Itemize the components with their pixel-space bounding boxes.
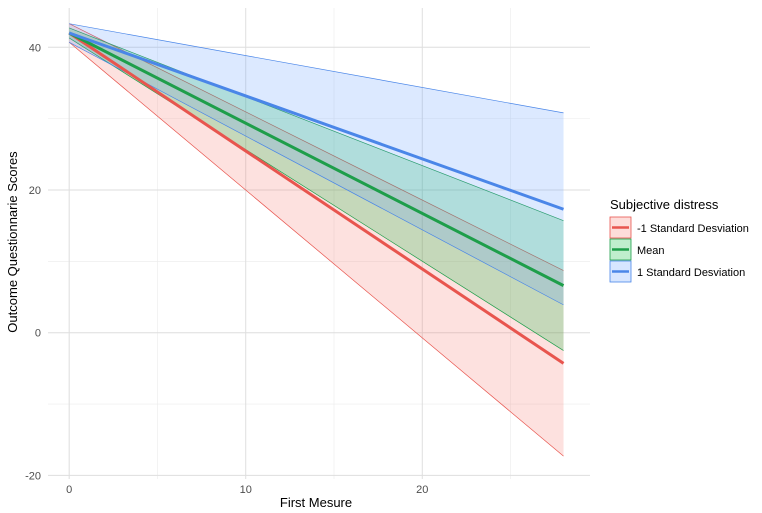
ribbon-lower-edge (68, 37, 564, 351)
series-line-mean (68, 31, 565, 287)
legend-label: Mean (637, 245, 665, 257)
tick-labels: 0 10 20 -20 0 20 40 (25, 42, 428, 496)
y-axis-title: Outcome Questionnarie Scores (5, 151, 20, 333)
legend-label: -1 Standard Desviation (637, 223, 749, 235)
series-line--1-standard-desviation (68, 31, 565, 365)
ribbon--1-standard-desviation (69, 23, 564, 457)
ribbon-upper-edge (69, 23, 564, 271)
legend-label: 1 Standard Desviation (637, 267, 745, 279)
y-tick-label: -20 (25, 470, 41, 482)
x-tick-label: 20 (416, 484, 428, 496)
plot-panel (48, 8, 590, 479)
series-line-1-standard-desviation (68, 31, 565, 211)
x-tick-label: 10 (240, 484, 252, 496)
y-tick-label: 0 (35, 328, 41, 340)
ribbon-lower-edge (68, 41, 564, 457)
legend-title: Subjective distress (610, 197, 719, 212)
ribbon-mean (69, 27, 564, 351)
ribbon-1-standard-desviation (69, 23, 564, 305)
ribbon-upper-edge (69, 23, 564, 114)
x-tick-label: 0 (66, 484, 72, 496)
y-tick-label: 40 (29, 42, 41, 54)
legend: Subjective distress -1 Standard Desviati… (609, 197, 749, 283)
ribbons (68, 23, 564, 457)
x-axis-title: First Mesure (280, 495, 352, 510)
series-lines (68, 31, 565, 365)
y-tick-label: 20 (29, 185, 41, 197)
ribbon-lower-edge (69, 41, 564, 306)
ribbon-upper-edge (69, 27, 564, 221)
grid (48, 8, 590, 479)
